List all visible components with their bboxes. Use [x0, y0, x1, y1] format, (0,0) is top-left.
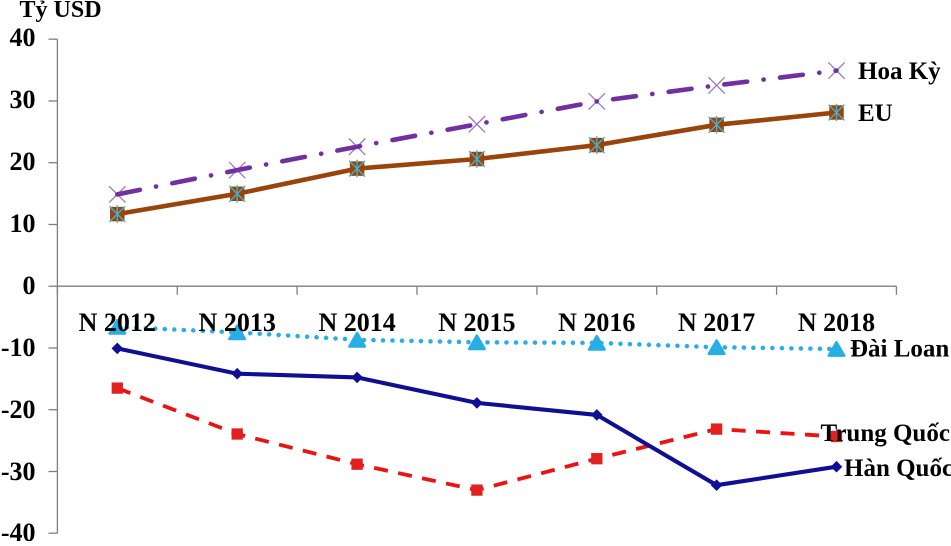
svg-text:0: 0	[23, 271, 36, 300]
svg-text:Đài Loan: Đài Loan	[850, 336, 949, 363]
svg-text:N 2014: N 2014	[318, 308, 395, 337]
svg-text:10: 10	[10, 209, 36, 238]
svg-text:EU: EU	[858, 100, 893, 127]
svg-text:Hàn Quốc: Hàn Quốc	[844, 455, 951, 482]
svg-text:-10: -10	[1, 333, 36, 362]
svg-text:-20: -20	[1, 395, 36, 424]
svg-text:Trung Quốc: Trung Quốc	[821, 420, 950, 447]
svg-text:40: 40	[10, 23, 36, 52]
svg-text:20: 20	[10, 147, 36, 176]
svg-text:30: 30	[10, 85, 36, 114]
svg-text:Hoa Kỳ: Hoa Kỳ	[858, 58, 941, 85]
svg-text:-30: -30	[1, 457, 36, 486]
svg-text:N 2013: N 2013	[199, 308, 276, 337]
svg-text:Tỷ USD: Tỷ USD	[20, 0, 102, 23]
svg-text:N 2012: N 2012	[79, 308, 156, 337]
svg-text:N 2017: N 2017	[678, 308, 755, 337]
svg-text:N 2015: N 2015	[438, 308, 515, 337]
svg-text:N 2018: N 2018	[798, 308, 875, 337]
svg-text:N 2016: N 2016	[558, 308, 635, 337]
svg-text:-40: -40	[1, 518, 36, 541]
